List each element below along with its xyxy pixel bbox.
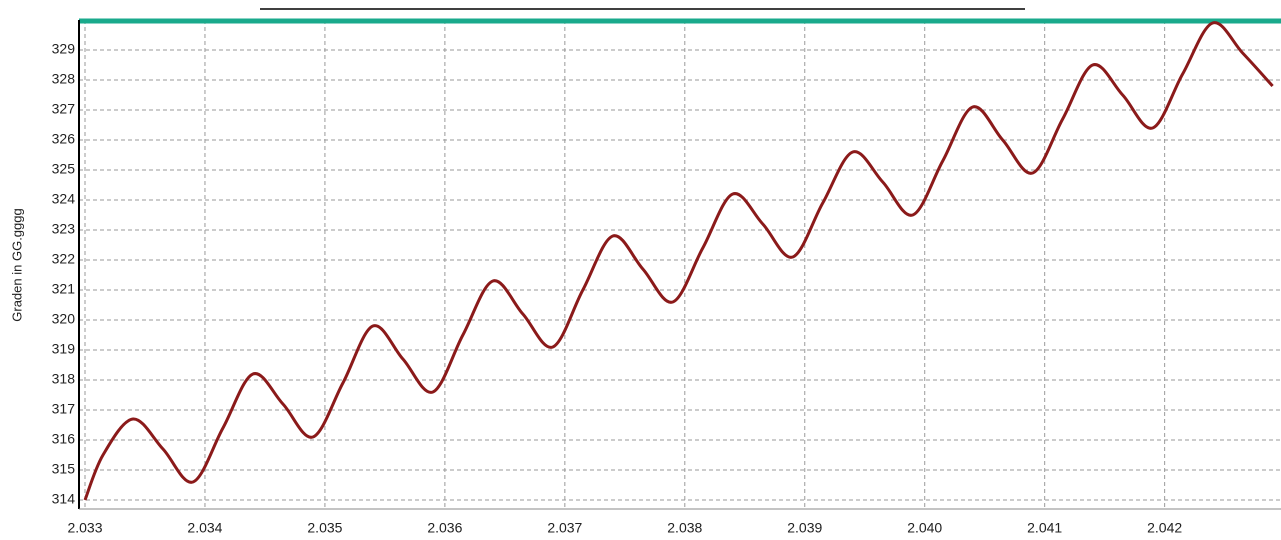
y-tick-label: 321 <box>52 281 76 297</box>
y-tick-label: 328 <box>52 71 76 87</box>
x-tick-label: 2.037 <box>547 520 582 536</box>
y-tick-label: 326 <box>52 131 76 147</box>
x-tick-label: 2.040 <box>907 520 942 536</box>
y-tick-label: 315 <box>52 461 76 477</box>
x-tick-label: 2.036 <box>427 520 462 536</box>
y-tick-label: 320 <box>52 311 76 327</box>
y-tick-label: 329 <box>52 41 76 57</box>
x-tick-label: 2.035 <box>307 520 342 536</box>
x-tick-label: 2.034 <box>187 520 222 536</box>
y-tick-label: 319 <box>52 341 76 357</box>
y-tick-label: 324 <box>52 191 76 207</box>
x-tick-label: 2.039 <box>787 520 822 536</box>
y-tick-label: 314 <box>52 491 76 507</box>
x-tick-label: 2.038 <box>667 520 702 536</box>
data-line <box>83 21 1274 501</box>
y-tick-label: 317 <box>52 401 76 417</box>
x-tick-label: 2.041 <box>1027 520 1062 536</box>
y-tick-label: 322 <box>52 251 76 267</box>
y-tick-label: 327 <box>52 101 76 117</box>
y-tick-label: 325 <box>52 161 76 177</box>
y-tick-label: 316 <box>52 431 76 447</box>
y-axis-label: Graden in GG.gggg <box>9 208 24 321</box>
y-tick-label: 318 <box>52 371 76 387</box>
x-tick-label: 2.042 <box>1147 520 1182 536</box>
y-tick-label: 323 <box>52 221 76 237</box>
x-tick-label: 2.033 <box>67 520 102 536</box>
